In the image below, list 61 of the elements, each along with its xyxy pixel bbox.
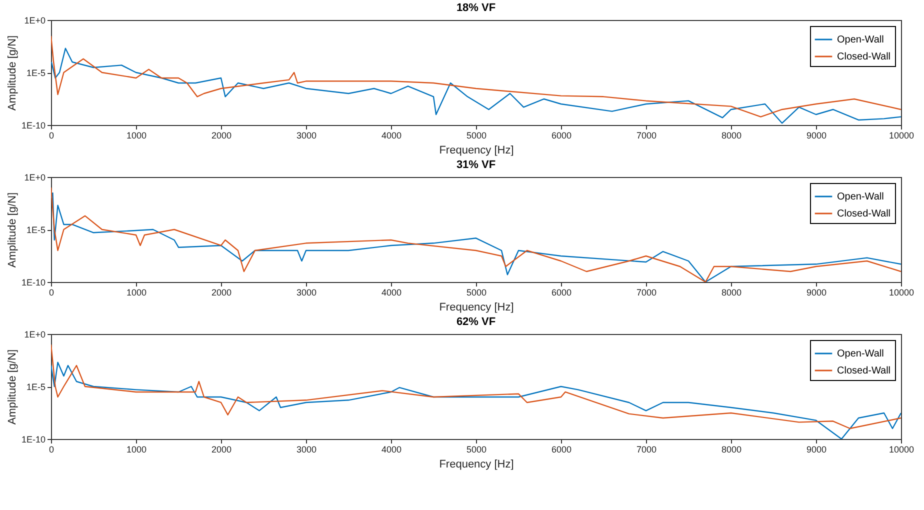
x-tick-label: 7000	[636, 288, 657, 298]
chart-title: 31% VF	[456, 159, 496, 171]
x-tick-label: 0	[48, 130, 54, 140]
y-axis-title: Amplitude [g/N]	[6, 35, 18, 111]
x-tick-label: 5000	[466, 130, 487, 140]
y-tick-label: 1E-10	[21, 434, 46, 444]
x-tick-label: 3000	[296, 444, 317, 454]
x-tick-label: 8000	[721, 288, 742, 298]
x-tick-label: 1000	[126, 130, 147, 140]
line-series	[51, 362, 901, 439]
x-tick-label: 6000	[551, 288, 572, 298]
y-tick-label: 1E+0	[24, 16, 46, 26]
x-tick-label: 3000	[296, 130, 317, 140]
y-axis-title: Amplitude [g/N]	[6, 349, 18, 425]
chart-title: 18% VF	[456, 2, 496, 14]
chart-title: 62% VF	[456, 316, 496, 328]
x-tick-label: 1000	[126, 444, 147, 454]
y-tick-label: 1E+0	[24, 172, 46, 182]
x-tick-label: 9000	[806, 444, 827, 454]
x-axis-title: Frequency [Hz]	[439, 458, 514, 470]
legend-label: Closed-Wall	[837, 52, 891, 62]
x-tick-label: 10000	[888, 288, 914, 298]
x-tick-label: 5000	[466, 444, 487, 454]
y-tick-label: 1E-5	[26, 382, 46, 392]
x-axis-title: Frequency [Hz]	[439, 144, 514, 156]
x-tick-label: 2000	[211, 444, 232, 454]
legend-label: Open-Wall	[837, 34, 884, 46]
legend-label: Open-Wall	[837, 192, 884, 202]
x-tick-label: 2000	[211, 288, 232, 298]
y-tick-label: 1E-10	[21, 120, 46, 130]
line-series	[51, 48, 901, 124]
x-tick-label: 4000	[381, 130, 402, 140]
y-tick-label: 1E-5	[26, 225, 46, 235]
x-tick-label: 10000	[888, 130, 914, 140]
y-tick-label: 1E+0	[24, 330, 46, 340]
x-tick-label: 0	[48, 288, 54, 298]
y-tick-label: 1E-10	[21, 278, 46, 288]
y-axis-title: Amplitude [g/N]	[6, 192, 18, 268]
x-tick-label: 8000	[721, 444, 742, 454]
x-tick-label: 8000	[721, 130, 742, 140]
x-tick-label: 3000	[296, 288, 317, 298]
legend-label: Open-Wall	[837, 348, 884, 360]
x-tick-label: 5000	[466, 288, 487, 298]
line-series	[51, 344, 901, 430]
x-tick-label: 2000	[211, 130, 232, 140]
x-axis-title: Frequency [Hz]	[439, 302, 514, 314]
y-tick-label: 1E-5	[26, 68, 46, 78]
x-tick-label: 9000	[806, 288, 827, 298]
x-tick-label: 4000	[381, 444, 402, 454]
x-tick-label: 6000	[551, 444, 572, 454]
legend-label: Closed-Wall	[837, 208, 891, 220]
x-tick-label: 6000	[551, 130, 572, 140]
x-tick-label: 10000	[888, 444, 914, 454]
legend-label: Closed-Wall	[837, 366, 891, 376]
x-tick-label: 1000	[126, 288, 147, 298]
x-tick-label: 0	[48, 444, 54, 454]
x-tick-label: 9000	[806, 130, 827, 140]
line-series	[51, 35, 901, 118]
x-tick-label: 7000	[636, 444, 657, 454]
x-tick-label: 4000	[381, 288, 402, 298]
x-tick-label: 7000	[636, 130, 657, 140]
